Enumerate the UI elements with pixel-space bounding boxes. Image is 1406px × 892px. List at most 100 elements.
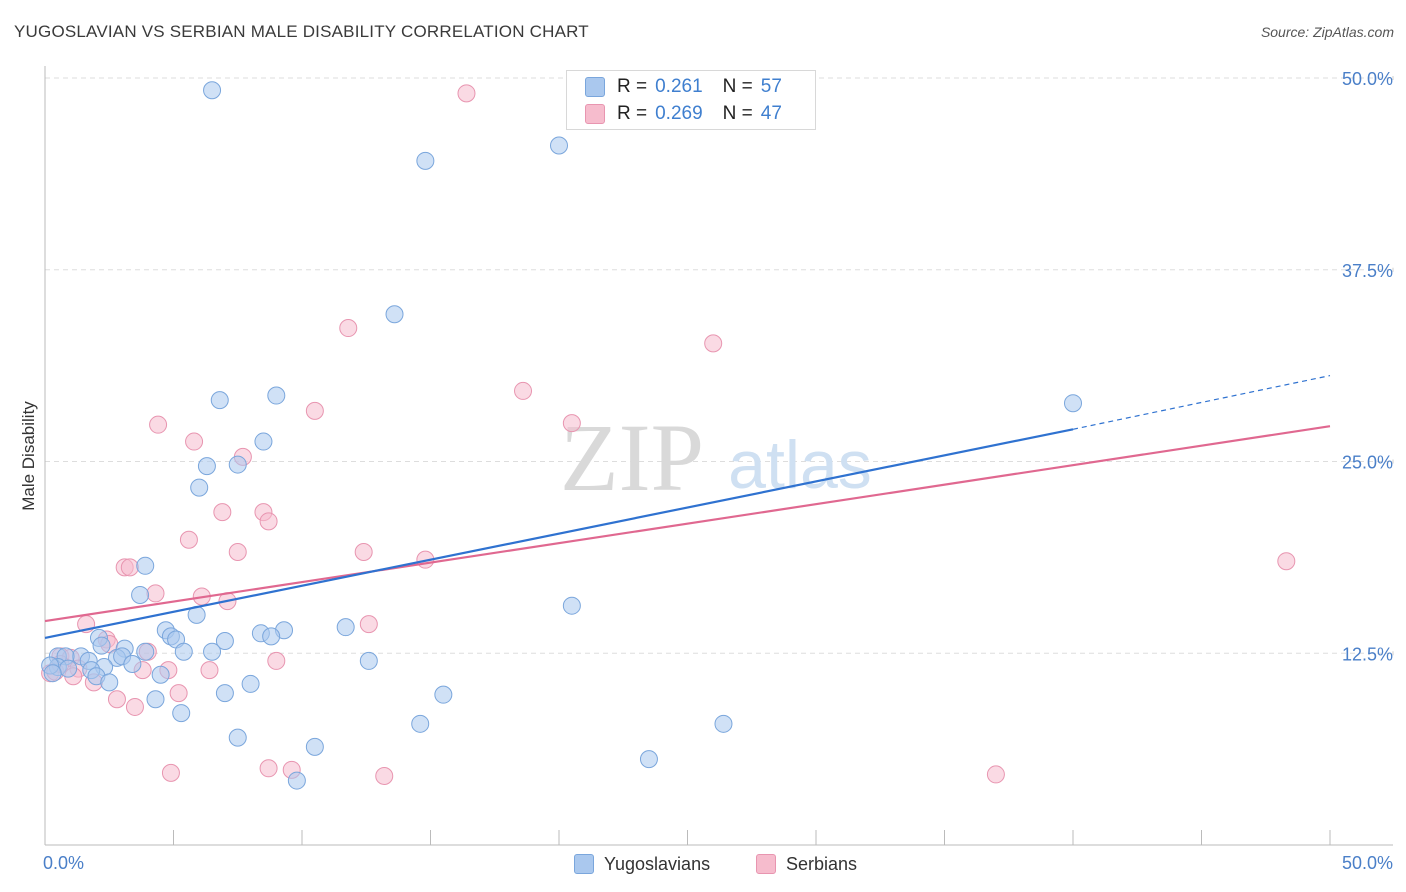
yugoslavian-point [267,386,286,405]
serbian-point [1277,552,1296,571]
serbian-point [125,697,144,716]
yugoslavian-point [241,674,260,693]
y-axis-label: Male Disability [19,401,38,511]
legend-row-yugoslavians: R = 0.261 N = 57 [585,74,782,100]
yugoslavian-point [92,636,111,655]
serbian-point [161,763,180,782]
yugoslavian-point [305,737,324,756]
yugoslavian-point [215,631,234,650]
legend-r-value: 0.261 [655,76,703,97]
yugoslavian-point [262,627,281,646]
serbian-point [213,503,232,522]
serbian-point [179,530,198,549]
axes [44,66,1393,846]
legend-row-serbians: R = 0.269 N = 47 [585,101,782,127]
bottom-legend-serbians[interactable]: Serbians [756,850,857,878]
yugoslavian-point [254,432,273,451]
serbian-point [375,766,394,785]
yugoslavian-point [228,455,247,474]
yugoslavian-point [287,771,306,790]
yugoslavian-point [100,673,119,692]
serbian-point [149,415,168,434]
yugoslavian-point [714,714,733,733]
serbians-trend-line [44,425,1331,623]
yugoslavian-point [550,136,568,155]
yugoslavian-point [146,690,165,709]
yugoslavians-trend-extension [1072,375,1331,430]
yugoslavian-point [210,391,229,410]
y-tick-label: 25.0% [1342,453,1393,473]
serbian-point [267,651,286,670]
serbian-point [107,690,126,709]
legend-swatch-pink [585,104,605,124]
yugoslavian-point [59,659,78,678]
yugoslavian-point [43,664,62,683]
yugoslavian-point [434,685,453,704]
serbian-point [354,543,373,562]
legend-n-value: 57 [760,76,782,97]
yugoslavian-point [151,665,170,684]
serbian-point [704,334,723,353]
yugoslavian-point [385,305,404,324]
yugoslavian-point [174,642,193,661]
yugoslavian-point [190,478,209,497]
tick-labels: 12.5% 25.0% 37.5% 50.0% 0.0% 50.0% [43,69,1393,873]
yugoslavian-point [562,596,581,615]
serbian-point [359,615,378,634]
x-tick-label: 50.0% [1342,853,1393,873]
yugoslavian-point [359,651,378,670]
bottom-legend-yugoslavians[interactable]: Yugoslavians [574,850,710,878]
grid-lines [45,76,1394,656]
watermark-zip: ZIP [560,404,704,511]
serbian-point [169,684,188,703]
legend-n-label: N = [722,76,753,97]
legend-r-label: R = [617,76,648,97]
yugoslavian-point [203,642,222,661]
serbian-point [986,765,1005,784]
yugoslavian-point [136,642,155,661]
serbian-point [259,512,278,531]
yugoslavian-point [197,457,216,476]
serbian-point [146,584,165,603]
yugoslavian-point [136,556,155,575]
serbian-point [514,381,533,400]
yugoslavian-point [639,750,658,769]
yugoslavian-point [172,704,191,723]
legend-swatch-blue [585,77,605,97]
yugoslavian-point [336,618,355,637]
yugoslavian-point [131,585,150,604]
serbian-point [305,401,324,420]
serbian-point [228,543,247,562]
legend-n-value: 47 [760,103,782,124]
yugoslavian-point [411,714,430,733]
stats-legend: R = 0.261 N = 57 R = 0.269 N = 47 [566,70,816,130]
yugoslavian-point [228,728,247,747]
trend-lines [44,375,1331,639]
yugoslavian-point [203,81,222,100]
serbian-point [259,759,278,778]
yugoslavians-trend-line [44,428,1074,639]
bottom-legend: Yugoslavians Serbians [0,850,1406,880]
bottom-legend-swatch-blue [574,854,594,874]
yugoslavians-points [41,81,1082,790]
y-tick-label: 12.5% [1342,644,1393,664]
serbian-point [200,661,219,680]
bottom-legend-label: Serbians [786,853,858,874]
watermark-atlas: atlas [728,427,872,503]
yugoslavian-point [215,684,234,703]
serbian-point [120,558,139,577]
serbian-point [562,414,581,433]
y-tick-label: 50.0% [1342,69,1393,89]
serbian-point [339,319,358,338]
watermark: ZIP atlas [560,404,872,511]
serbian-point [457,84,476,103]
bottom-legend-swatch-pink [756,854,776,874]
yugoslavian-point [123,654,142,673]
legend-r-value: 0.269 [655,103,703,124]
yugoslavian-point [1064,394,1082,413]
legend-n-label: N = [722,103,753,124]
chart-title: YUGOSLAVIAN VS SERBIAN MALE DISABILITY C… [14,22,589,41]
x-tick-label: 0.0% [43,853,84,873]
legend-r-label: R = [617,103,648,124]
